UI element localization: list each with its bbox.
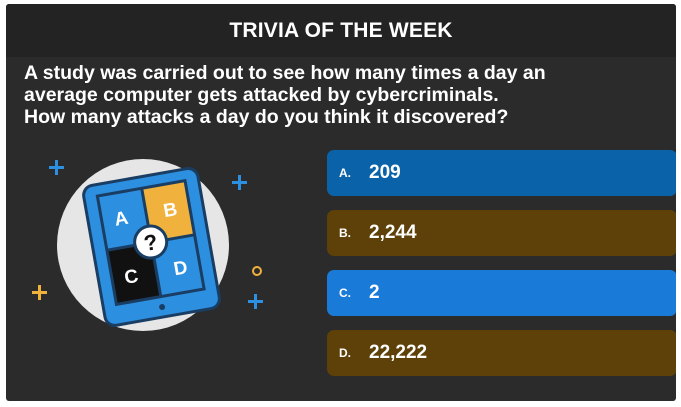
answer-option-b[interactable]: B. 2,244 [327,210,676,256]
answer-value: 2,244 [369,222,417,243]
tile-a-label: A [113,208,130,231]
answer-letter: D. [339,346,351,360]
answer-value: 209 [369,162,401,183]
answer-option-a[interactable]: A. 209 [327,150,676,196]
sparkle-plus-icon-4 [248,294,263,309]
tile-c-label: C [123,266,140,289]
tile-b-label: B [162,199,179,222]
sparkle-plus-icon-2 [232,175,247,190]
question-text: A study was carried out to see how many … [24,62,664,128]
answer-value: 2 [369,282,380,303]
answer-letter: B. [339,226,351,240]
answer-option-d[interactable]: D. 22,222 [327,330,676,376]
trivia-card: TRIVIA OF THE WEEK A study was carried o… [6,4,676,401]
question-mark-badge [133,224,169,260]
page-title: TRIVIA OF THE WEEK [229,18,453,42]
header-bar: TRIVIA OF THE WEEK [6,4,676,57]
question-mark-icon: ? [142,229,160,256]
answer-letter: C. [339,286,351,300]
sparkle-plus-icon-3 [32,285,47,300]
sparkle-ring-icon [252,266,262,276]
sparkle-plus-icon-1 [49,160,64,175]
quiz-tablet-illustration: A B C D ? [32,159,263,331]
tile-d-label: D [172,257,189,280]
answer-option-c[interactable]: C. 2 [327,270,676,316]
question-line-2: average computer gets attacked by cyberc… [24,84,499,106]
question-line-3: How many attacks a day do you think it d… [24,106,509,128]
question-line-1: A study was carried out to see how many … [24,62,546,84]
tablet-icon: A B C D ? [82,167,221,327]
answer-value: 22,222 [369,342,428,363]
answer-letter: A. [339,166,351,180]
